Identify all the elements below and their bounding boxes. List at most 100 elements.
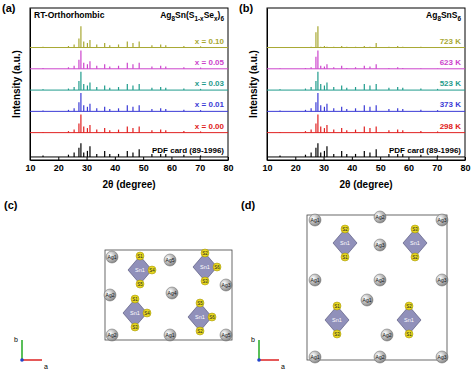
s-label: S1 (137, 254, 143, 259)
peak (397, 108, 398, 111)
peak (127, 151, 128, 157)
s-atom (196, 299, 204, 307)
ag-atom (436, 274, 448, 286)
baseline (30, 47, 228, 48)
peak (42, 67, 43, 69)
s-atom (201, 277, 209, 285)
peak (320, 46, 321, 48)
series-label: 523 K (440, 79, 462, 88)
peak (183, 110, 184, 112)
peak (109, 154, 110, 157)
peak (151, 109, 152, 111)
peak (104, 151, 105, 157)
peak (369, 67, 370, 69)
peak (160, 66, 161, 69)
s-label: S2 (202, 251, 208, 256)
s-label: S2 (342, 227, 348, 232)
series-label: x = 0.10 (195, 37, 225, 46)
peak (388, 67, 389, 69)
peak (376, 43, 377, 48)
peak (83, 63, 84, 69)
x-tick-label: 30 (82, 163, 92, 173)
ag-label: Ag5 (166, 257, 175, 263)
axis-arrow-a (22, 359, 42, 361)
peak (80, 26, 81, 47)
sn-label: Sn1 (130, 310, 140, 316)
s-atom (131, 323, 139, 331)
peak (376, 84, 377, 90)
peak (311, 46, 312, 48)
peak (369, 152, 370, 157)
peak (326, 146, 327, 157)
ag-label: Ag3 (438, 217, 447, 223)
x-tick-label: 70 (195, 163, 205, 173)
peak (369, 46, 370, 48)
peak (326, 104, 327, 112)
peak (279, 131, 280, 133)
peak (420, 89, 421, 91)
x-tick: 60 (404, 157, 414, 173)
series (267, 93, 465, 111)
peak (109, 45, 110, 47)
s-atom (148, 266, 156, 274)
peak (87, 64, 88, 69)
peak (68, 89, 69, 91)
x-tick-label: 40 (110, 163, 120, 173)
peak (369, 86, 370, 91)
panel-label: (d) (241, 199, 255, 211)
peak (89, 146, 90, 157)
ag-label: Ag2 (108, 332, 117, 338)
x-tick: 50 (376, 157, 386, 173)
peak (68, 46, 69, 48)
axis-origin (20, 358, 24, 362)
peak (341, 151, 342, 157)
peak (315, 57, 316, 69)
s-atom (411, 253, 419, 261)
peak (324, 46, 325, 48)
series-label: PDF card (89-1996) (152, 146, 224, 155)
peak (346, 67, 347, 69)
peak (397, 87, 398, 90)
subtitle: Ag8Sn(S1-xSex)6 (160, 10, 224, 22)
ag-label: Ag2 (376, 214, 385, 220)
x-tick-label: 10 (262, 163, 272, 173)
s-label: S2 (412, 255, 418, 260)
x-tick-label: 10 (25, 163, 35, 173)
peak (139, 41, 140, 47)
peak (320, 152, 321, 157)
s-label: S4 (144, 311, 150, 316)
peak (151, 88, 152, 90)
peak (109, 67, 110, 69)
peak (369, 128, 370, 133)
peak (78, 60, 79, 69)
peak (305, 89, 306, 91)
s-atom (136, 252, 144, 260)
peak (326, 64, 327, 69)
peak (42, 155, 43, 157)
peak (160, 108, 161, 111)
peak (87, 107, 88, 112)
s-atom (411, 225, 419, 233)
unit-cell (307, 215, 447, 360)
peak (317, 51, 318, 69)
peak (87, 86, 88, 91)
ag-atom (436, 351, 448, 363)
peak (80, 51, 81, 69)
peak (320, 66, 321, 69)
ag-atom (374, 239, 386, 251)
s-atom (341, 225, 349, 233)
series (267, 114, 465, 132)
peak (127, 105, 128, 111)
y-axis (267, 9, 268, 161)
ag-atom (361, 294, 373, 306)
peak (183, 155, 184, 157)
peak (132, 128, 133, 133)
s-label: S3 (334, 332, 340, 337)
peak (139, 149, 140, 157)
peak (333, 46, 334, 48)
peak (118, 130, 119, 133)
peak (279, 68, 280, 70)
baseline (30, 132, 228, 133)
series-label: 298 K (440, 122, 462, 131)
s-atom (201, 249, 209, 257)
